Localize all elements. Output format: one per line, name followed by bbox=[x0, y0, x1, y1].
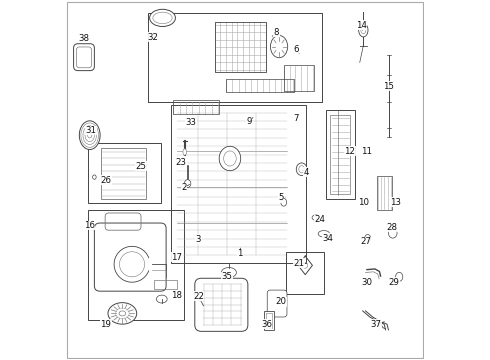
Text: 4: 4 bbox=[303, 168, 309, 177]
FancyBboxPatch shape bbox=[95, 223, 166, 291]
Ellipse shape bbox=[156, 295, 167, 303]
Text: 29: 29 bbox=[389, 278, 400, 287]
Polygon shape bbox=[148, 13, 322, 102]
Bar bbox=[326, 110, 355, 199]
Bar bbox=[173, 100, 219, 114]
Text: 36: 36 bbox=[261, 320, 272, 329]
Text: 37: 37 bbox=[370, 320, 381, 329]
Text: 27: 27 bbox=[361, 237, 372, 246]
Ellipse shape bbox=[395, 273, 403, 281]
Ellipse shape bbox=[184, 180, 191, 188]
Text: 38: 38 bbox=[79, 34, 90, 43]
Text: 34: 34 bbox=[322, 234, 333, 243]
Text: 23: 23 bbox=[176, 158, 187, 167]
Bar bbox=[88, 211, 184, 320]
Text: 8: 8 bbox=[274, 28, 279, 37]
Bar bbox=[284, 65, 314, 91]
Bar bbox=[286, 252, 324, 294]
Ellipse shape bbox=[183, 149, 187, 155]
Text: 10: 10 bbox=[358, 198, 369, 207]
Bar bbox=[101, 148, 146, 199]
Bar bbox=[226, 78, 294, 92]
Ellipse shape bbox=[359, 23, 368, 37]
Text: 1: 1 bbox=[237, 249, 243, 258]
Ellipse shape bbox=[312, 215, 320, 220]
Text: 12: 12 bbox=[344, 147, 355, 156]
Ellipse shape bbox=[365, 234, 370, 242]
Text: 15: 15 bbox=[383, 82, 394, 91]
Text: 11: 11 bbox=[361, 147, 372, 156]
Text: 17: 17 bbox=[172, 253, 182, 262]
Bar bbox=[377, 176, 392, 211]
Text: 31: 31 bbox=[85, 126, 97, 135]
Bar bbox=[266, 314, 272, 328]
Ellipse shape bbox=[88, 132, 92, 138]
Text: 19: 19 bbox=[100, 320, 111, 329]
FancyBboxPatch shape bbox=[195, 278, 248, 331]
Bar bbox=[88, 143, 161, 203]
Bar bbox=[172, 105, 306, 263]
FancyBboxPatch shape bbox=[267, 290, 287, 317]
Ellipse shape bbox=[270, 36, 288, 58]
Ellipse shape bbox=[296, 163, 307, 176]
Text: 14: 14 bbox=[356, 21, 367, 30]
Text: 24: 24 bbox=[315, 215, 326, 224]
Text: 33: 33 bbox=[186, 118, 196, 127]
Ellipse shape bbox=[389, 228, 397, 238]
Text: 3: 3 bbox=[196, 235, 201, 244]
Text: 13: 13 bbox=[390, 198, 401, 207]
Ellipse shape bbox=[149, 9, 175, 27]
Text: 25: 25 bbox=[136, 162, 147, 171]
Text: 5: 5 bbox=[278, 193, 284, 202]
Ellipse shape bbox=[318, 230, 330, 237]
Text: 26: 26 bbox=[100, 176, 111, 185]
Text: 7: 7 bbox=[293, 114, 299, 123]
Text: 16: 16 bbox=[84, 221, 95, 230]
Text: 28: 28 bbox=[387, 223, 397, 232]
Text: 22: 22 bbox=[193, 292, 204, 301]
Text: 9: 9 bbox=[246, 117, 252, 126]
Text: 30: 30 bbox=[362, 278, 372, 287]
Text: 35: 35 bbox=[221, 272, 233, 281]
Bar bbox=[153, 280, 177, 289]
Ellipse shape bbox=[219, 146, 241, 171]
Ellipse shape bbox=[79, 121, 100, 149]
Bar bbox=[264, 311, 274, 330]
Ellipse shape bbox=[108, 303, 137, 324]
Text: 32: 32 bbox=[147, 33, 158, 42]
Bar bbox=[330, 115, 350, 194]
Text: 6: 6 bbox=[294, 45, 299, 54]
Text: 18: 18 bbox=[172, 291, 182, 300]
Bar bbox=[215, 22, 266, 72]
Text: 20: 20 bbox=[275, 297, 286, 306]
Text: 21: 21 bbox=[294, 259, 304, 268]
Ellipse shape bbox=[221, 267, 236, 278]
Ellipse shape bbox=[281, 198, 287, 206]
Text: 2: 2 bbox=[181, 183, 187, 192]
